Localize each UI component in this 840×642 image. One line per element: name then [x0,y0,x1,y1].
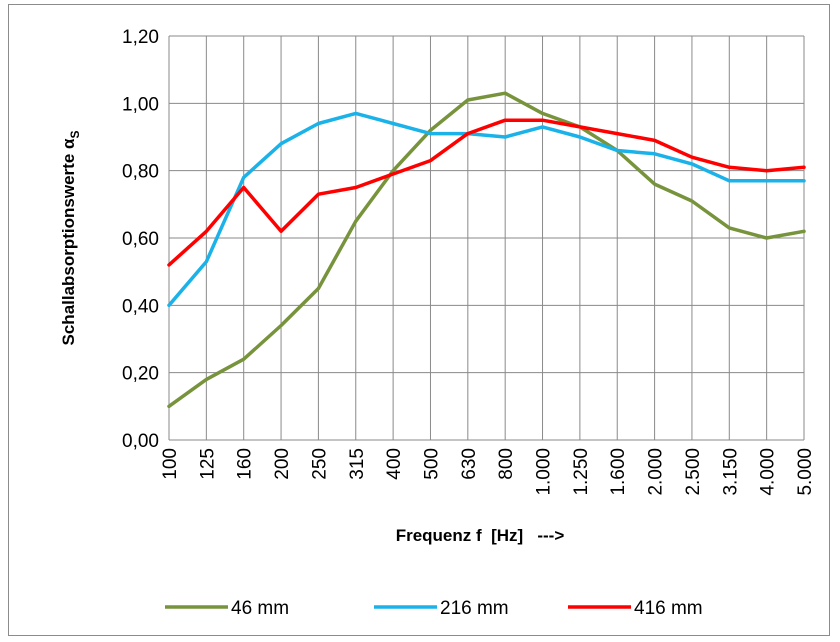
chart-frame [8,4,830,636]
series-lines [167,91,806,409]
x-tick-label: 2.500 [683,448,704,496]
x-tick-label: 4.000 [758,448,779,496]
legend-label: 416 mm [634,598,703,619]
series-line [167,111,806,308]
y-tick-labels: 0,00 0,20 0,40 0,60 0,80 1,00 1,20 [122,27,159,452]
x-tick-label: 125 [197,448,218,480]
x-tick-label: 800 [496,448,517,480]
y-tick-label: 1,20 [122,27,159,48]
y-tick-label: 0,60 [122,229,159,250]
y-axis-title: Schallabsorptionswerte αS [59,131,82,346]
legend-label: 216 mm [440,598,509,619]
x-tick-label: 315 [347,448,368,480]
y-axis-title-subscript: S [68,131,82,139]
x-tick-label: 200 [272,448,293,480]
y-tick-label: 1,00 [122,94,159,115]
x-tick-label: 2.000 [646,448,667,496]
x-tick-label: 5.000 [795,448,816,496]
x-tick-label: 250 [309,448,330,480]
x-tick-label: 400 [384,448,405,480]
x-tick-labels: 100 125 160 200 250 315 400 500 630 800 1.000 1.250… [160,448,816,496]
series-line [167,91,806,409]
y-tick-label: 0,00 [122,431,159,452]
legend-label: 46 mm [231,598,289,619]
x-tick-label: 500 [421,448,442,480]
x-tick-label: 1.250 [571,448,592,496]
x-axis-title: Frequenz f [Hz] ---> [396,526,565,545]
legend: 46 mm 216 mm 416 mm [165,598,703,619]
x-tick-label: 1.000 [534,448,555,496]
y-tick-label: 0,40 [122,296,159,317]
x-tick-label: 630 [459,448,480,480]
y-tick-label: 0,20 [122,364,159,385]
axes [168,36,804,441]
series-line [167,118,806,267]
x-tick-label: 160 [235,448,256,480]
x-tick-label: 100 [160,448,181,480]
x-tick-label: 3.150 [720,448,741,496]
y-tick-label: 0,80 [122,162,159,183]
x-tick-label: 1.600 [608,448,629,496]
